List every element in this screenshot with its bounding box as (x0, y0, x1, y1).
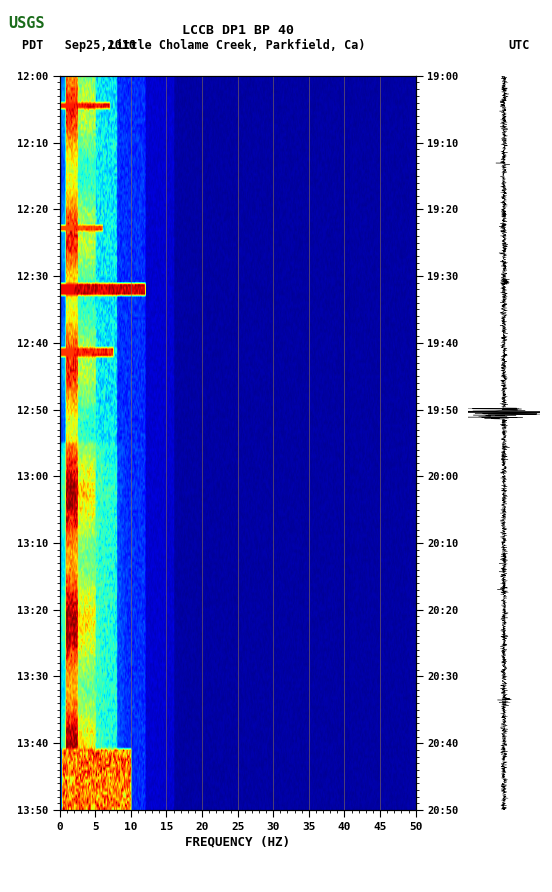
X-axis label: FREQUENCY (HZ): FREQUENCY (HZ) (185, 836, 290, 849)
Text: UTC: UTC (508, 38, 530, 52)
Text: Little Cholame Creek, Parkfield, Ca): Little Cholame Creek, Parkfield, Ca) (109, 38, 366, 52)
Text: LCCB DP1 BP 40: LCCB DP1 BP 40 (182, 24, 294, 37)
Text: USGS: USGS (8, 16, 45, 31)
Text: PDT   Sep25,2010: PDT Sep25,2010 (22, 38, 136, 52)
